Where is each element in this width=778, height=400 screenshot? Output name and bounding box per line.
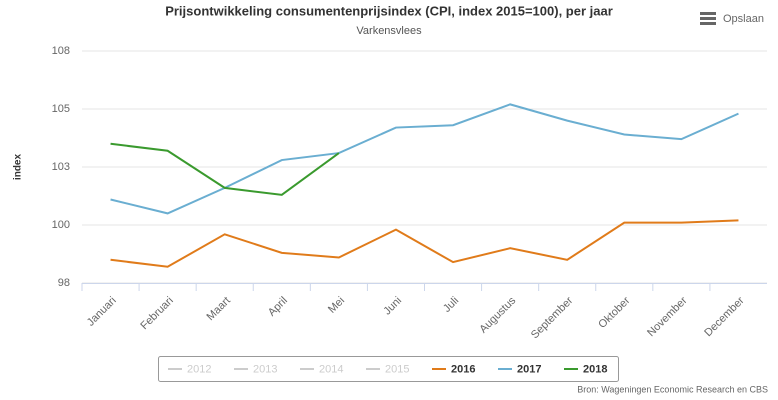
legend-item[interactable]: 2016 (432, 363, 475, 375)
legend-item[interactable]: 2015 (366, 363, 409, 375)
x-tick-label: Februari (138, 295, 175, 332)
legend-label: 2018 (583, 363, 607, 375)
x-tick-label: Mei (326, 295, 347, 316)
y-tick-label: 103 (52, 161, 70, 173)
legend-label: 2015 (385, 363, 409, 375)
legend-item[interactable]: 2012 (168, 363, 211, 375)
y-tick-label: 105 (52, 103, 70, 115)
menu-icon (700, 12, 716, 15)
chart-subtitle: Varkensvlees (356, 25, 422, 37)
legend-label: 2014 (319, 363, 343, 375)
x-tick-label: April (266, 295, 290, 319)
x-tick-label: November (645, 294, 690, 339)
x-tick-label: Oktober (596, 294, 632, 330)
legend-label: 2012 (187, 363, 211, 375)
legend-box (158, 356, 619, 382)
x-tick-label: September (529, 294, 576, 341)
legend-item[interactable]: 2017 (498, 363, 541, 375)
legend-label: 2017 (517, 363, 541, 375)
series-line (110, 219, 739, 268)
x-tick-label: Maart (205, 295, 233, 323)
legend-item[interactable]: 2013 (234, 363, 277, 375)
y-tick-label: 98 (58, 277, 70, 289)
x-tick-label: Januari (85, 295, 119, 329)
chart-title: Prijsontwikkeling consumentenprijsindex … (165, 3, 613, 18)
menu-button[interactable]: Opslaan (700, 12, 764, 25)
x-tick-label: Juni (381, 295, 404, 318)
y-axis-title: index (13, 154, 24, 181)
legend-label: 2016 (451, 363, 475, 375)
x-tick-label: Juli (441, 295, 461, 315)
y-tick-label: 108 (52, 45, 70, 57)
y-tick-label: 100 (52, 219, 70, 231)
x-tick-label: December (702, 294, 747, 339)
x-tick-label: Augustus (477, 294, 518, 335)
series-line (110, 103, 739, 215)
credits: Bron: Wageningen Economic Research en CB… (577, 384, 768, 394)
legend-label: 2013 (253, 363, 277, 375)
series-line (110, 142, 340, 196)
menu-icon (700, 17, 716, 20)
menu-icon (700, 22, 716, 25)
legend-item[interactable]: 2018 (564, 363, 607, 375)
menu-label: Opslaan (723, 13, 764, 25)
legend-item[interactable]: 2014 (300, 363, 343, 375)
